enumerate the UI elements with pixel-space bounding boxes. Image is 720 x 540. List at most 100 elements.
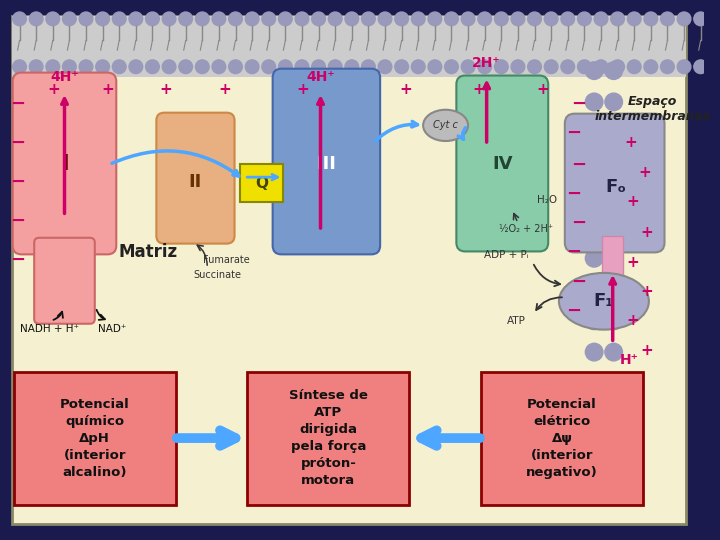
Circle shape <box>262 60 276 73</box>
Text: ADP + Pᵢ: ADP + Pᵢ <box>484 251 528 260</box>
Circle shape <box>96 12 109 26</box>
Circle shape <box>660 60 674 73</box>
Text: +: + <box>627 194 639 209</box>
Circle shape <box>411 12 425 26</box>
Circle shape <box>594 60 608 73</box>
Text: +: + <box>536 82 549 97</box>
Circle shape <box>585 281 603 298</box>
Text: Matriz: Matriz <box>119 244 178 261</box>
FancyBboxPatch shape <box>247 372 410 504</box>
Circle shape <box>585 375 603 392</box>
FancyBboxPatch shape <box>240 165 284 201</box>
Circle shape <box>478 60 492 73</box>
FancyBboxPatch shape <box>564 113 665 252</box>
Circle shape <box>678 60 691 73</box>
Circle shape <box>13 12 27 26</box>
Circle shape <box>605 93 623 111</box>
Text: −: − <box>571 156 586 173</box>
Text: NAD⁺: NAD⁺ <box>98 323 126 334</box>
Circle shape <box>13 60 27 73</box>
Circle shape <box>378 60 392 73</box>
Circle shape <box>428 12 441 26</box>
Circle shape <box>611 12 624 26</box>
Circle shape <box>229 12 243 26</box>
FancyBboxPatch shape <box>456 76 548 252</box>
Circle shape <box>395 60 408 73</box>
Text: −: − <box>566 124 581 142</box>
Text: II: II <box>189 173 202 191</box>
Circle shape <box>179 12 192 26</box>
Text: +: + <box>160 82 173 97</box>
Circle shape <box>627 60 641 73</box>
Circle shape <box>462 60 475 73</box>
Text: 4H⁺: 4H⁺ <box>50 70 78 84</box>
FancyBboxPatch shape <box>12 16 686 77</box>
Circle shape <box>585 187 603 205</box>
Text: NADH + H⁺: NADH + H⁺ <box>19 323 78 334</box>
Circle shape <box>96 60 109 73</box>
Circle shape <box>63 60 76 73</box>
Circle shape <box>246 12 259 26</box>
Circle shape <box>445 12 459 26</box>
Circle shape <box>312 60 325 73</box>
Circle shape <box>46 12 60 26</box>
Circle shape <box>361 60 375 73</box>
Circle shape <box>378 12 392 26</box>
Circle shape <box>585 156 603 173</box>
Circle shape <box>179 60 192 73</box>
Circle shape <box>577 60 591 73</box>
FancyBboxPatch shape <box>35 238 95 324</box>
Text: H⁺: H⁺ <box>619 353 639 367</box>
Circle shape <box>644 12 657 26</box>
Circle shape <box>605 343 623 361</box>
Circle shape <box>511 12 525 26</box>
Text: +: + <box>48 82 60 97</box>
Text: +: + <box>639 165 652 180</box>
Circle shape <box>345 60 359 73</box>
Text: H₂O: H₂O <box>537 194 557 205</box>
Circle shape <box>694 12 708 26</box>
Circle shape <box>112 12 126 26</box>
Circle shape <box>495 12 508 26</box>
Circle shape <box>445 60 459 73</box>
Circle shape <box>30 12 43 26</box>
Text: +: + <box>627 255 639 269</box>
Circle shape <box>495 60 508 73</box>
Text: −: − <box>10 173 25 191</box>
Circle shape <box>585 93 603 111</box>
Circle shape <box>129 12 143 26</box>
Circle shape <box>411 60 425 73</box>
Circle shape <box>79 60 93 73</box>
Circle shape <box>627 12 641 26</box>
Ellipse shape <box>423 110 468 141</box>
Circle shape <box>528 12 541 26</box>
Text: +: + <box>399 82 412 97</box>
FancyBboxPatch shape <box>14 372 176 504</box>
FancyBboxPatch shape <box>13 72 117 254</box>
Circle shape <box>212 12 226 26</box>
Circle shape <box>585 249 603 267</box>
Text: −: − <box>10 134 25 152</box>
Text: Fₒ: Fₒ <box>605 178 626 196</box>
Circle shape <box>544 12 558 26</box>
Circle shape <box>605 406 623 423</box>
Circle shape <box>279 12 292 26</box>
Text: −: − <box>10 251 25 269</box>
FancyBboxPatch shape <box>156 113 235 244</box>
Circle shape <box>585 124 603 142</box>
Circle shape <box>605 437 623 455</box>
Text: Cyt c: Cyt c <box>433 120 458 130</box>
Circle shape <box>295 60 309 73</box>
FancyBboxPatch shape <box>481 372 643 504</box>
Circle shape <box>605 218 623 236</box>
Text: 4H⁺: 4H⁺ <box>306 70 335 84</box>
Text: −: − <box>566 302 581 320</box>
Circle shape <box>605 156 623 173</box>
Circle shape <box>605 187 623 205</box>
Circle shape <box>660 12 674 26</box>
Circle shape <box>605 124 623 142</box>
Circle shape <box>46 60 60 73</box>
Circle shape <box>279 60 292 73</box>
Text: Potencial
químico
ΔpH
(interior
alcalino): Potencial químico ΔpH (interior alcalino… <box>60 397 130 478</box>
Circle shape <box>162 12 176 26</box>
